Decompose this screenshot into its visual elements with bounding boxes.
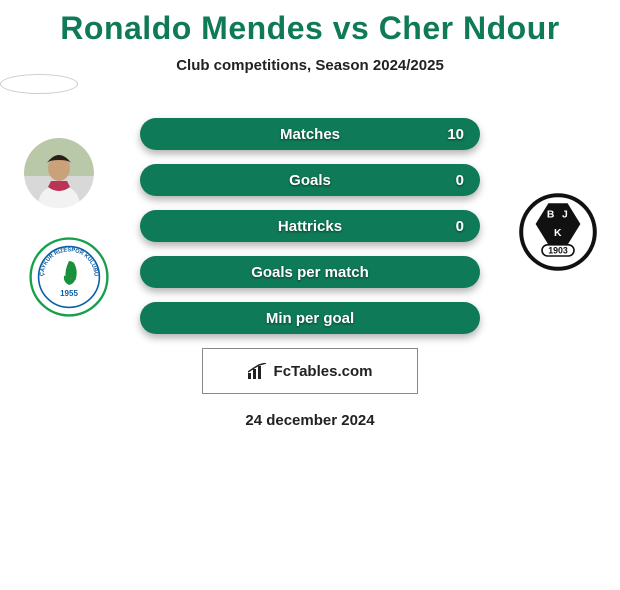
stat-row: Hattricks 0 [140, 210, 480, 242]
chart-icon [248, 363, 268, 379]
player-right-avatar [0, 74, 78, 94]
page-title: Ronaldo Mendes vs Cher Ndour [0, 10, 620, 47]
stat-row: Goals per match [140, 256, 480, 288]
stat-label: Hattricks [278, 218, 342, 235]
stat-row: Min per goal [140, 302, 480, 334]
source-label: FcTables.com [274, 363, 373, 380]
stat-row: Matches 10 [140, 118, 480, 150]
stat-value-right: 0 [456, 172, 464, 189]
date-label: 24 december 2024 [0, 412, 620, 429]
stat-value-right: 10 [447, 126, 464, 143]
stat-label: Goals [289, 172, 331, 189]
stat-label: Min per goal [266, 310, 354, 327]
stat-row: Goals 0 [140, 164, 480, 196]
source-badge[interactable]: FcTables.com [202, 348, 418, 394]
stat-label: Goals per match [251, 264, 369, 281]
stat-label: Matches [280, 126, 340, 143]
stats-table: Matches 10 Goals 0 Hattricks 0 Goals per match… [0, 118, 620, 334]
subtitle: Club competitions, Season 2024/2025 [0, 57, 620, 74]
stat-value-right: 0 [456, 218, 464, 235]
